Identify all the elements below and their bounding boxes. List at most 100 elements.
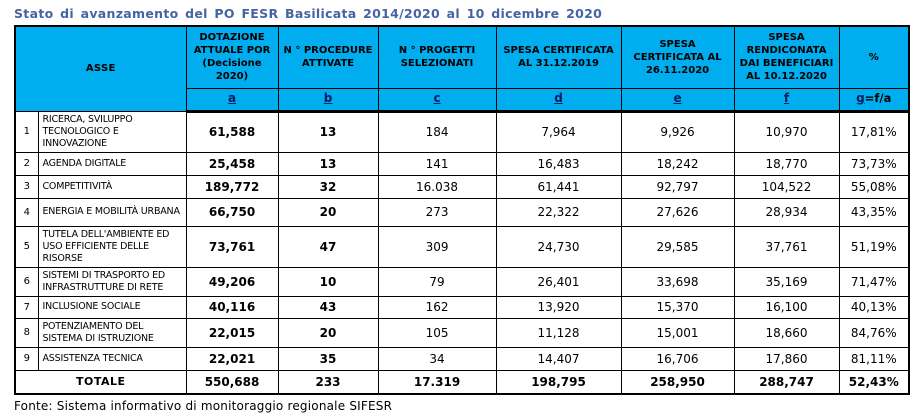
value-cell-f: 104,522 (733, 174, 840, 199)
column-letter-b: b (277, 87, 379, 113)
value-cell-c: 16.038 (377, 174, 497, 199)
value-cell-b: 20 (277, 197, 379, 227)
value-cell-g: 81,11% (838, 346, 910, 371)
value-cell-e: 9,926 (620, 110, 735, 153)
value-cell-e: 16,706 (620, 346, 735, 371)
value-cell-c: 273 (377, 197, 497, 227)
value-cell-b: 32 (277, 174, 379, 199)
asse-number-cell: 6 (14, 266, 39, 297)
letter-f: f (783, 91, 790, 106)
total-cell-b: 233 (277, 369, 379, 395)
table-row: 8 POTENZIAMENTO DEL SISTEMA DI ISTRUZION… (14, 317, 910, 348)
value-cell-d: 22,322 (495, 197, 622, 227)
column-header-rendicontata: SPESA RENDICONATA DAI BENEFICIARI AL 10.… (733, 25, 840, 89)
column-header-percent: % (838, 25, 910, 89)
total-cell-e: 258,950 (620, 369, 735, 395)
value-cell-d: 16,483 (495, 151, 622, 176)
value-cell-a: 40,116 (185, 295, 279, 319)
value-cell-a: 25,458 (185, 151, 279, 176)
letter-a: a (227, 91, 237, 106)
value-cell-e: 15,001 (620, 317, 735, 348)
asse-name-cell: TUTELA DELL'AMBIENTE ED USO EFFICIENTE D… (37, 225, 187, 268)
letter-g: g (856, 91, 865, 106)
value-cell-d: 24,730 (495, 225, 622, 268)
asse-number-cell: 7 (14, 295, 39, 319)
source-note: Fonte: Sistema informativo di monitoragg… (14, 399, 393, 413)
asse-name-cell: COMPETITIVITÀ (37, 174, 187, 199)
column-letter-a: a (185, 87, 279, 113)
value-cell-a: 22,015 (185, 317, 279, 348)
value-cell-g: 17,81% (838, 110, 910, 153)
column-header-spesa-2020: SPESA CERTIFICATA AL 26.11.2020 (620, 25, 735, 89)
asse-number-cell: 9 (14, 346, 39, 371)
value-cell-g: 51,19% (838, 225, 910, 268)
letter-d: d (554, 91, 563, 106)
progress-table: ASSE DOTAZIONE ATTUALE POR (Decisione 20… (14, 25, 911, 395)
total-cell-a: 550,688 (185, 369, 279, 395)
column-header-dotazione: DOTAZIONE ATTUALE POR (Decisione 2020) (185, 25, 279, 89)
value-cell-d: 14,407 (495, 346, 622, 371)
asse-number-cell: 8 (14, 317, 39, 348)
value-cell-g: 73,73% (838, 151, 910, 176)
column-header-progetti: N ° PROGETTI SELEZIONATI (377, 25, 497, 89)
column-header-procedure: N ° PROCEDURE ATTIVATE (277, 25, 379, 89)
asse-number-cell: 1 (14, 110, 39, 153)
value-cell-f: 35,169 (733, 266, 840, 297)
column-letter-e: e (620, 87, 735, 113)
value-cell-c: 105 (377, 317, 497, 348)
value-cell-d: 7,964 (495, 110, 622, 153)
total-cell-g: 52,43% (838, 369, 910, 395)
value-cell-a: 49,206 (185, 266, 279, 297)
value-cell-f: 28,934 (733, 197, 840, 227)
value-cell-a: 22,021 (185, 346, 279, 371)
total-cell-f: 288,747 (733, 369, 840, 395)
asse-number-cell: 2 (14, 151, 39, 176)
value-cell-e: 27,626 (620, 197, 735, 227)
value-cell-g: 43,35% (838, 197, 910, 227)
value-cell-d: 26,401 (495, 266, 622, 297)
value-cell-b: 35 (277, 346, 379, 371)
value-cell-e: 33,698 (620, 266, 735, 297)
asse-name-cell: SISTEMI DI TRASPORTO ED INFRASTRUTTURE D… (37, 266, 187, 297)
value-cell-b: 13 (277, 151, 379, 176)
asse-number-cell: 4 (14, 197, 39, 227)
value-cell-f: 37,761 (733, 225, 840, 268)
total-row: TOTALE 550,688 233 17.319 198,795 258,95… (14, 369, 910, 395)
value-cell-b: 47 (277, 225, 379, 268)
value-cell-f: 17,860 (733, 346, 840, 371)
asse-name-cell: INCLUSIONE SOCIALE (37, 295, 187, 319)
asse-name-cell: POTENZIAMENTO DEL SISTEMA DI ISTRUZIONE (37, 317, 187, 348)
asse-name-cell: RICERCA, SVILUPPO TECNOLOGICO E INNOVAZI… (37, 110, 187, 153)
table-row: 1 RICERCA, SVILUPPO TECNOLOGICO E INNOVA… (14, 110, 910, 153)
letter-g-formula: =f/a (864, 91, 892, 106)
table-row: 7 INCLUSIONE SOCIALE 40,116 43 162 13,92… (14, 295, 910, 319)
value-cell-a: 189,772 (185, 174, 279, 199)
value-cell-c: 79 (377, 266, 497, 297)
value-cell-b: 13 (277, 110, 379, 153)
value-cell-a: 66,750 (185, 197, 279, 227)
value-cell-g: 55,08% (838, 174, 910, 199)
value-cell-c: 309 (377, 225, 497, 268)
table-row: 4 ENERGIA E MOBILITÀ URBANA 66,750 20 27… (14, 197, 910, 227)
table-row: 6 SISTEMI DI TRASPORTO ED INFRASTRUTTURE… (14, 266, 910, 297)
value-cell-c: 184 (377, 110, 497, 153)
value-cell-a: 61,588 (185, 110, 279, 153)
value-cell-b: 10 (277, 266, 379, 297)
letter-c: c (433, 91, 441, 106)
asse-number-cell: 5 (14, 225, 39, 268)
value-cell-f: 18,660 (733, 317, 840, 348)
value-cell-f: 10,970 (733, 110, 840, 153)
value-cell-e: 29,585 (620, 225, 735, 268)
total-cell-d: 198,795 (495, 369, 622, 395)
value-cell-d: 61,441 (495, 174, 622, 199)
value-cell-b: 43 (277, 295, 379, 319)
column-letter-f: f (733, 87, 840, 113)
value-cell-e: 18,242 (620, 151, 735, 176)
value-cell-d: 13,920 (495, 295, 622, 319)
column-header-asse: ASSE (14, 25, 187, 112)
value-cell-c: 141 (377, 151, 497, 176)
table-row: 3 COMPETITIVITÀ 189,772 32 16.038 61,441… (14, 174, 910, 199)
asse-name-cell: AGENDA DIGITALE (37, 151, 187, 176)
total-label-cell: TOTALE (14, 369, 187, 395)
